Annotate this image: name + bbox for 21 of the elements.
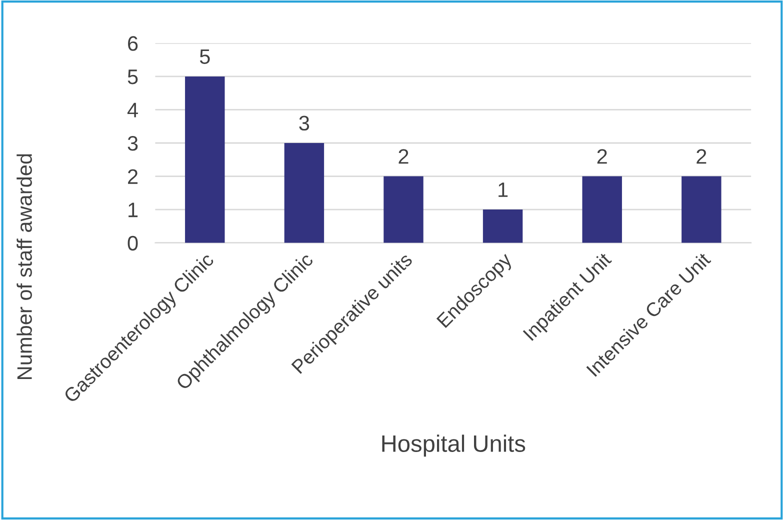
- y-tick-label: 3: [128, 136, 138, 151]
- y-tick-label: 5: [128, 70, 138, 84]
- x-axis-title: Hospital Units: [382, 434, 526, 457]
- data-label: 3: [299, 116, 310, 131]
- bar: [185, 76, 225, 243]
- bar: [682, 176, 722, 243]
- y-tick-label: 4: [127, 102, 138, 118]
- bar: [284, 143, 324, 243]
- bar: [384, 176, 424, 243]
- y-axis-title: Number of staff awarded: [16, 154, 32, 379]
- data-label: 2: [398, 149, 408, 164]
- y-tick-label: 1: [128, 202, 138, 218]
- data-label: 1: [498, 182, 508, 197]
- data-label: 5: [200, 49, 210, 64]
- bar: [582, 176, 622, 243]
- data-label: 2: [696, 149, 706, 164]
- y-tick-label: 2: [128, 169, 138, 184]
- data-label: 2: [597, 149, 607, 164]
- y-tick-label: 0: [128, 236, 138, 251]
- y-tick-label: 6: [128, 36, 138, 51]
- bar: [482, 210, 523, 243]
